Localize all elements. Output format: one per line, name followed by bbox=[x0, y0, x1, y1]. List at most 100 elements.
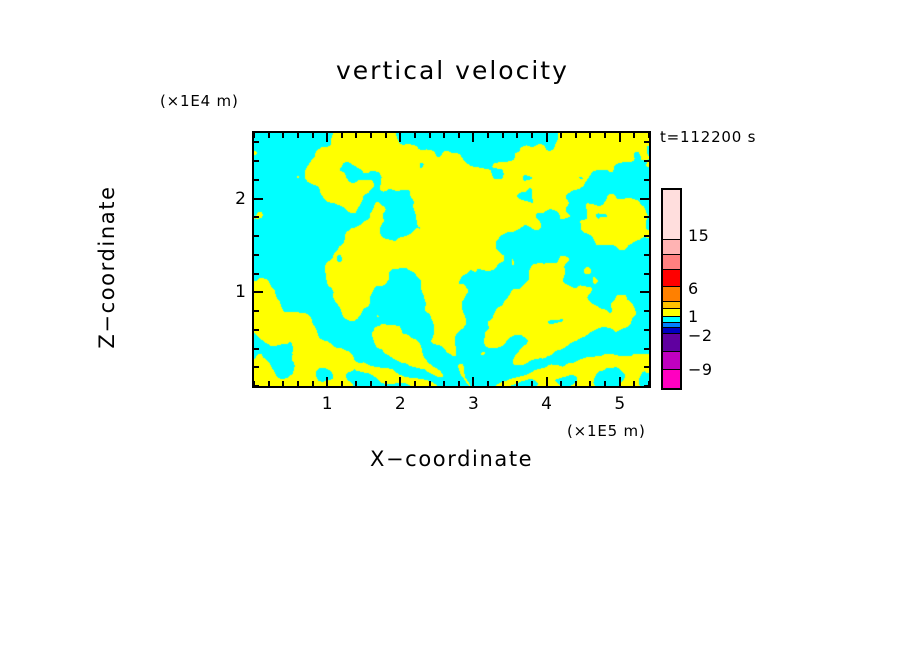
axis-tick bbox=[589, 381, 592, 386]
axis-tick bbox=[589, 133, 592, 138]
axis-tick bbox=[428, 133, 431, 138]
axis-tick bbox=[604, 133, 607, 138]
axis-tick bbox=[267, 133, 270, 138]
axis-tick bbox=[254, 141, 259, 144]
axis-tick bbox=[644, 235, 649, 238]
colorbar-band bbox=[663, 239, 680, 255]
axis-tick bbox=[644, 328, 649, 331]
axis-tick bbox=[254, 385, 259, 387]
axis-tick bbox=[370, 133, 373, 138]
axis-tick bbox=[530, 381, 533, 386]
axis-tick bbox=[574, 133, 577, 138]
axis-tick bbox=[618, 377, 621, 386]
colorbar-tick-label: 6 bbox=[688, 279, 699, 298]
axis-tick bbox=[457, 381, 460, 386]
axis-tick bbox=[254, 216, 259, 219]
time-annotation: t=112200 s bbox=[660, 128, 757, 146]
colorbar-band bbox=[663, 317, 680, 323]
y-axis-unit-label: (×1E4 m) bbox=[160, 92, 239, 110]
axis-tick bbox=[560, 133, 563, 138]
axis-tick bbox=[340, 381, 343, 386]
axis-tick bbox=[644, 160, 649, 163]
axis-tick bbox=[311, 381, 314, 386]
axis-tick bbox=[472, 377, 475, 386]
axis-tick bbox=[254, 235, 259, 238]
x-tick-label: 2 bbox=[394, 394, 406, 414]
axis-tick bbox=[254, 178, 259, 181]
axis-tick bbox=[604, 381, 607, 386]
axis-tick bbox=[413, 381, 416, 386]
axis-tick bbox=[296, 381, 299, 386]
colorbar bbox=[661, 188, 682, 390]
axis-tick bbox=[254, 310, 259, 313]
axis-tick bbox=[633, 381, 636, 386]
axis-tick bbox=[501, 381, 504, 386]
axis-tick bbox=[254, 253, 259, 256]
axis-tick bbox=[413, 133, 416, 138]
axis-tick bbox=[618, 133, 621, 142]
axis-tick bbox=[384, 381, 387, 386]
axis-tick bbox=[640, 197, 649, 200]
colorbar-band bbox=[663, 352, 680, 371]
x-tick-label: 4 bbox=[541, 394, 552, 414]
axis-tick bbox=[457, 133, 460, 138]
axis-tick bbox=[253, 381, 255, 386]
axis-tick bbox=[384, 133, 387, 138]
y-tick-label: 1 bbox=[235, 282, 246, 303]
axis-tick bbox=[644, 272, 649, 275]
colorbar-band bbox=[663, 254, 680, 271]
colorbar-band bbox=[663, 190, 680, 240]
axis-tick bbox=[644, 385, 649, 387]
axis-tick bbox=[648, 133, 650, 138]
axis-tick bbox=[644, 253, 649, 256]
axis-tick bbox=[355, 381, 358, 386]
axis-tick bbox=[254, 291, 263, 294]
colorbar-band bbox=[663, 370, 680, 388]
colorbar-band bbox=[663, 327, 680, 335]
colorbar-band bbox=[663, 322, 680, 328]
colorbar-band bbox=[663, 270, 680, 287]
axis-tick bbox=[254, 366, 259, 369]
axis-tick bbox=[644, 310, 649, 313]
axis-tick bbox=[443, 133, 446, 138]
colorbar-band bbox=[663, 308, 680, 318]
x-axis-title: X−coordinate bbox=[370, 447, 534, 471]
axis-tick bbox=[254, 197, 263, 200]
axis-tick bbox=[644, 366, 649, 369]
axis-tick bbox=[254, 328, 259, 331]
axis-tick bbox=[253, 133, 255, 138]
axis-tick bbox=[296, 133, 299, 138]
axis-tick bbox=[443, 381, 446, 386]
contour-field bbox=[254, 133, 649, 386]
x-axis-unit-label: (×1E5 m) bbox=[567, 422, 646, 440]
axis-tick bbox=[326, 377, 329, 386]
page-title: vertical velocity bbox=[336, 56, 569, 85]
axis-tick bbox=[399, 133, 402, 142]
axis-tick bbox=[530, 133, 533, 138]
axis-tick bbox=[326, 133, 329, 142]
colorbar-band bbox=[663, 287, 680, 303]
axis-tick bbox=[545, 133, 548, 142]
axis-tick bbox=[501, 133, 504, 138]
axis-tick bbox=[644, 141, 649, 144]
axis-tick bbox=[545, 377, 548, 386]
axis-tick bbox=[516, 381, 519, 386]
axis-tick bbox=[267, 381, 270, 386]
axis-tick bbox=[644, 216, 649, 219]
x-tick-label: 1 bbox=[321, 394, 333, 414]
axis-tick bbox=[254, 272, 259, 275]
axis-tick bbox=[633, 133, 636, 138]
axis-tick bbox=[644, 178, 649, 181]
y-tick-label: 2 bbox=[235, 188, 246, 209]
axis-tick bbox=[254, 347, 259, 350]
colorbar-band bbox=[663, 302, 680, 309]
x-tick-label: 3 bbox=[468, 394, 479, 414]
axis-tick bbox=[399, 377, 402, 386]
axis-tick bbox=[355, 133, 358, 138]
axis-tick bbox=[282, 133, 285, 138]
colorbar-tick-label: −2 bbox=[688, 326, 713, 345]
x-tick-label: 5 bbox=[614, 394, 626, 414]
axis-tick bbox=[311, 133, 314, 138]
axis-tick bbox=[644, 347, 649, 350]
y-axis-title: Z−coordinate bbox=[95, 185, 119, 349]
